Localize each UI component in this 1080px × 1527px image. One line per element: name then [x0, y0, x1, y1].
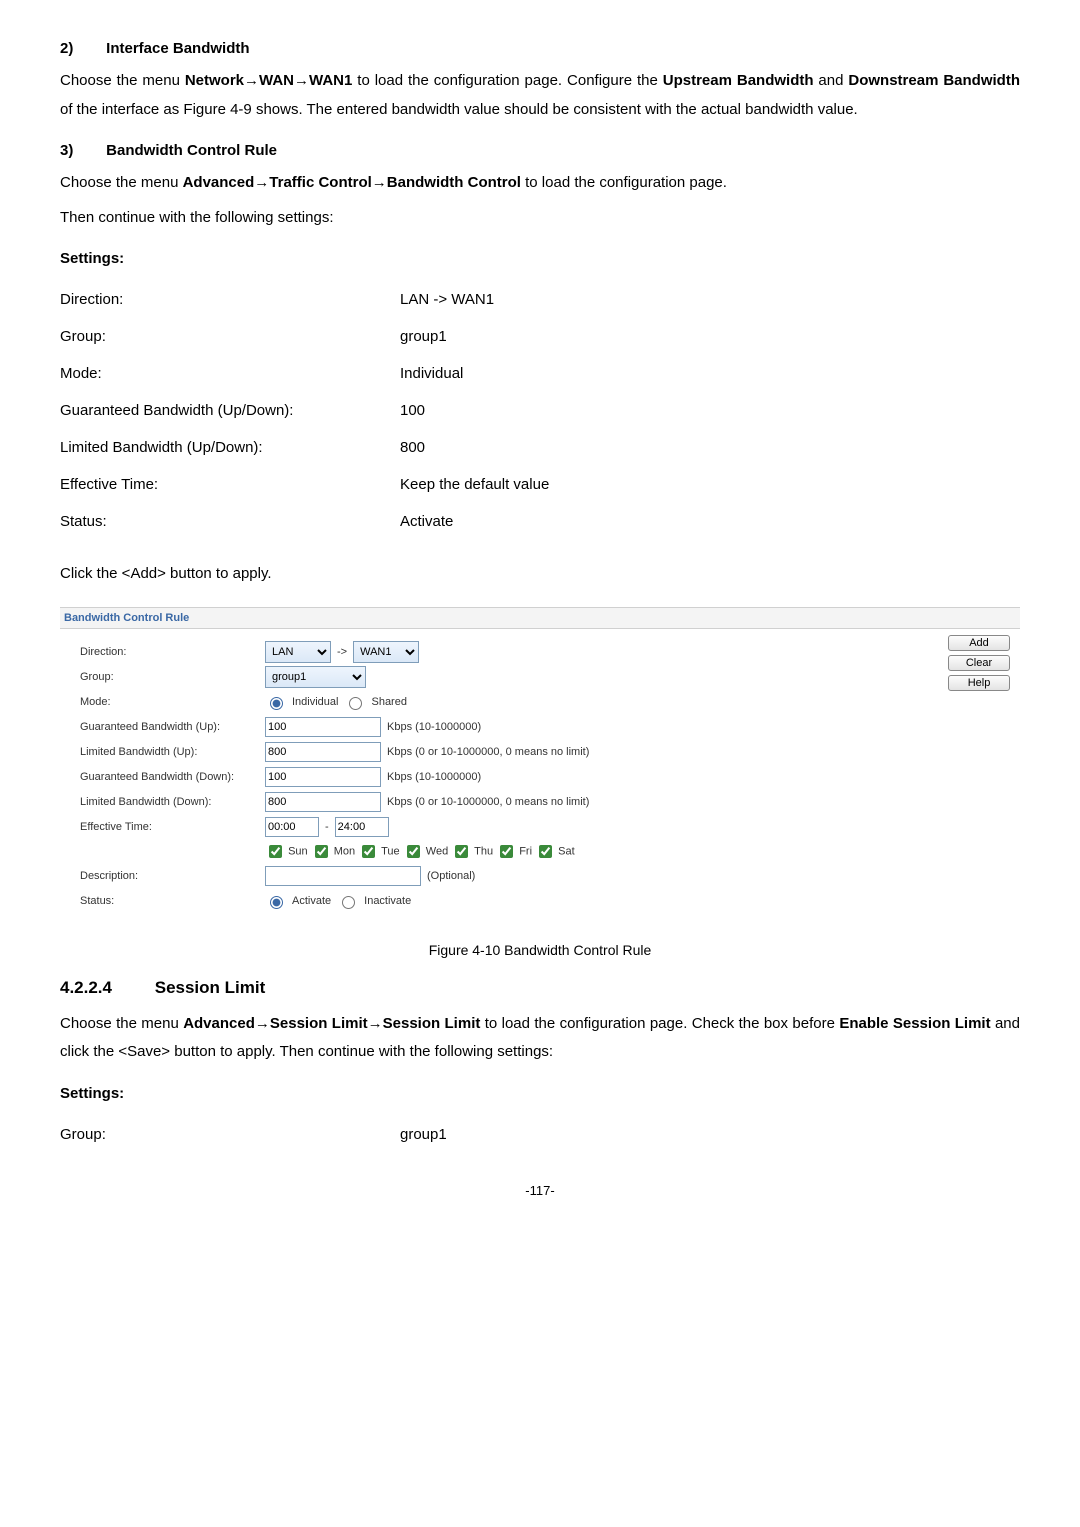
panel-button-column: Add Clear Help	[948, 635, 1010, 691]
direction-label: Direction:	[80, 646, 265, 658]
group-label: Group:	[80, 671, 265, 683]
gbw-dn-hint: Kbps (10-1000000)	[387, 771, 481, 783]
row-mode-value: Individual	[400, 355, 1020, 392]
row-mode-label: Mode:	[60, 355, 400, 392]
day-fri-checkbox[interactable]	[500, 845, 513, 858]
settings-label-1: Settings:	[60, 250, 1020, 267]
subsection-num: 4.2.2.4	[60, 978, 150, 998]
gbw-dn-input[interactable]	[265, 767, 381, 787]
lbw-dn-hint: Kbps (0 or 10-1000000, 0 means no limit)	[387, 796, 589, 808]
desc-label: Description:	[80, 870, 265, 882]
row-lbw-value: 800	[400, 429, 1020, 466]
row-status-label: Status:	[60, 503, 400, 540]
settings-table-1: Direction: LAN -> WAN1 Group: group1 Mod…	[60, 281, 1020, 540]
day-sun: Sun	[288, 845, 308, 857]
row-group-label: Group:	[60, 318, 400, 355]
section-2-num: 2)	[60, 40, 102, 57]
status-inactivate-radio[interactable]	[342, 896, 355, 909]
mode-shared-text: Shared	[371, 696, 406, 708]
mode-shared-radio[interactable]	[349, 697, 362, 710]
section-2-title: Interface Bandwidth	[106, 40, 249, 57]
lbw-dn-label: Limited Bandwidth (Down):	[80, 796, 265, 808]
gbw-up-input[interactable]	[265, 717, 381, 737]
group-select[interactable]: group1	[265, 666, 366, 688]
day-sat-checkbox[interactable]	[539, 845, 552, 858]
status-activate-text: Activate	[292, 895, 331, 907]
row-status-value: Activate	[400, 503, 1020, 540]
eff-time-label: Effective Time:	[80, 821, 265, 833]
help-button[interactable]: Help	[948, 675, 1010, 691]
row-gbw-label: Guaranteed Bandwidth (Up/Down):	[60, 392, 400, 429]
day-thu-checkbox[interactable]	[455, 845, 468, 858]
mode-individual-text: Individual	[292, 696, 338, 708]
day-fri: Fri	[519, 845, 532, 857]
lbw-up-input[interactable]	[265, 742, 381, 762]
panel-title: Bandwidth Control Rule	[60, 607, 1020, 629]
row2-group-label: Group:	[60, 1116, 400, 1153]
row-lbw-label: Limited Bandwidth (Up/Down):	[60, 429, 400, 466]
day-sat: Sat	[558, 845, 575, 857]
day-tue: Tue	[381, 845, 400, 857]
day-tue-checkbox[interactable]	[362, 845, 375, 858]
desc-input[interactable]	[265, 866, 421, 886]
section-2-heading: 2) Interface Bandwidth	[60, 40, 1020, 57]
lbw-up-hint: Kbps (0 or 10-1000000, 0 means no limit)	[387, 746, 589, 758]
mode-individual-radio[interactable]	[270, 697, 283, 710]
row-gbw-value: 100	[400, 392, 1020, 429]
days-row: Sun Mon Tue Wed Thu Fri Sat	[265, 842, 1010, 861]
row2-group-value: group1	[400, 1116, 1020, 1153]
settings-label-2: Settings:	[60, 1085, 1020, 1102]
bandwidth-rule-panel: Bandwidth Control Rule Add Clear Help Di…	[60, 607, 1020, 926]
subsection-title: Session Limit	[155, 978, 266, 997]
day-wed: Wed	[426, 845, 448, 857]
day-thu: Thu	[474, 845, 493, 857]
status-activate-radio[interactable]	[270, 896, 283, 909]
row-group-value: group1	[400, 318, 1020, 355]
subsection-heading: 4.2.2.4 Session Limit	[60, 978, 1020, 998]
eff-from-input[interactable]	[265, 817, 319, 837]
day-sun-checkbox[interactable]	[269, 845, 282, 858]
status-label: Status:	[80, 895, 265, 907]
lbw-dn-input[interactable]	[265, 792, 381, 812]
section-3-heading: 3) Bandwidth Control Rule	[60, 142, 1020, 159]
direction-from-select[interactable]: LAN	[265, 641, 331, 663]
row-direction-value: LAN -> WAN1	[400, 281, 1020, 318]
page-number: -117-	[60, 1183, 1020, 1198]
mode-label: Mode:	[80, 696, 265, 708]
day-mon-checkbox[interactable]	[315, 845, 328, 858]
clear-button[interactable]: Clear	[948, 655, 1010, 671]
paragraph-bandwidth-rule-intro: Choose the menu Advanced→Traffic Control…	[60, 169, 1020, 198]
row-direction-label: Direction:	[60, 281, 400, 318]
settings-table-2: Group: group1	[60, 1116, 1020, 1153]
section-3-title: Bandwidth Control Rule	[106, 142, 277, 159]
paragraph-interface-bandwidth: Choose the menu Network→WAN→WAN1 to load…	[60, 67, 1020, 124]
direction-to-select[interactable]: WAN1	[353, 641, 419, 663]
section-3-num: 3)	[60, 142, 102, 159]
direction-arrow: ->	[337, 646, 347, 658]
row-eff-value: Keep the default value	[400, 466, 1020, 503]
eff-to-input[interactable]	[335, 817, 389, 837]
add-button[interactable]: Add	[948, 635, 1010, 651]
status-inactivate-text: Inactivate	[364, 895, 411, 907]
paragraph-session-limit: Choose the menu Advanced→Session Limit→S…	[60, 1010, 1020, 1067]
figure-caption: Figure 4-10 Bandwidth Control Rule	[60, 942, 1020, 958]
gbw-dn-label: Guaranteed Bandwidth (Down):	[80, 771, 265, 783]
gbw-up-hint: Kbps (10-1000000)	[387, 721, 481, 733]
day-mon: Mon	[334, 845, 355, 857]
day-wed-checkbox[interactable]	[407, 845, 420, 858]
gbw-up-label: Guaranteed Bandwidth (Up):	[80, 721, 265, 733]
click-add-note: Click the <Add> button to apply.	[60, 560, 1020, 589]
eff-sep: -	[325, 821, 329, 833]
row-eff-label: Effective Time:	[60, 466, 400, 503]
lbw-up-label: Limited Bandwidth (Up):	[80, 746, 265, 758]
desc-hint: (Optional)	[427, 870, 475, 882]
paragraph-bandwidth-rule-cont: Then continue with the following setting…	[60, 204, 1020, 233]
